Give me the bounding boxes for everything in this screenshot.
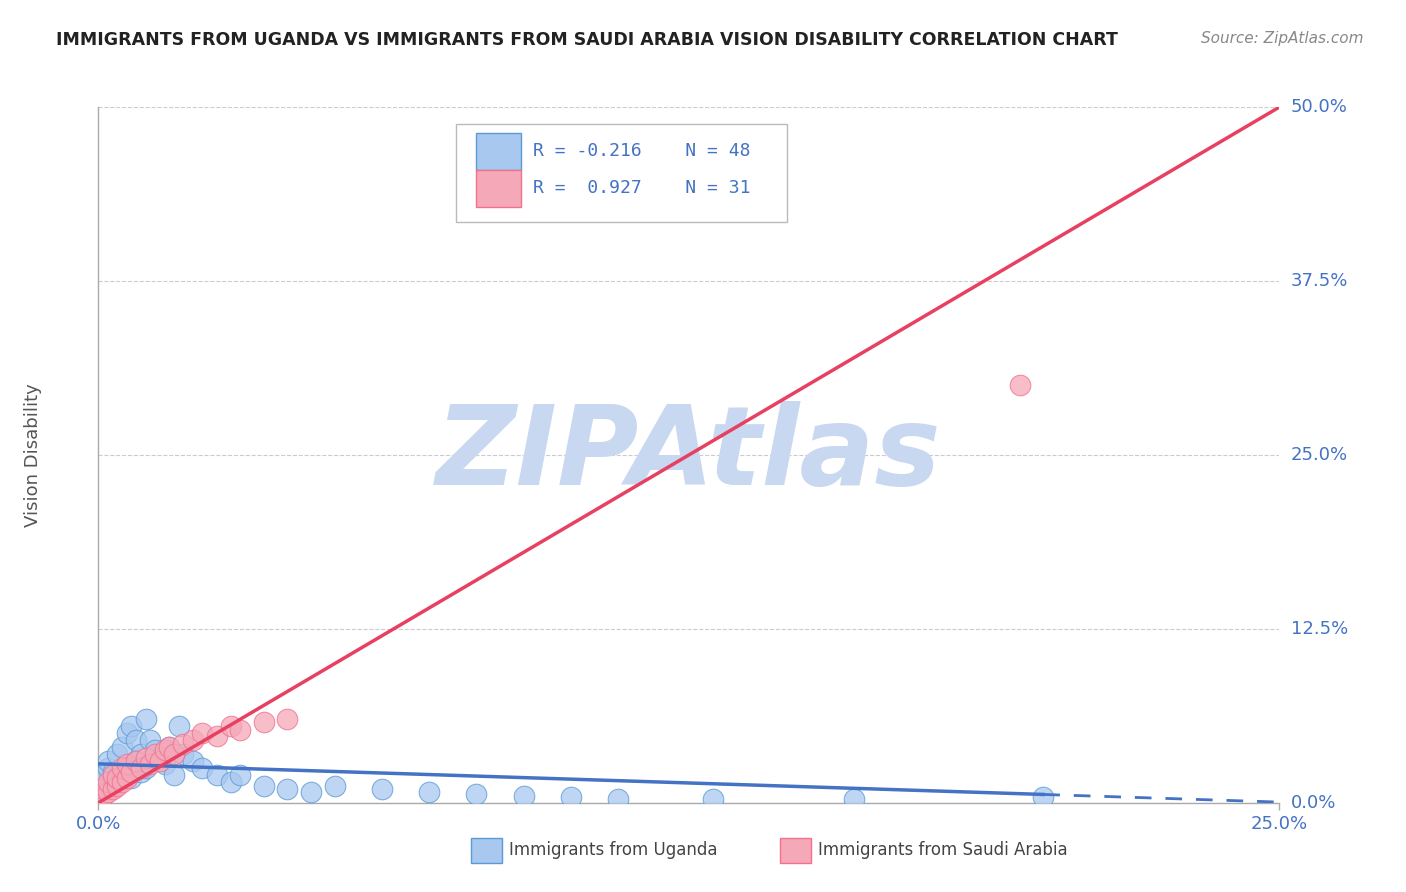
Point — [101, 768, 124, 782]
Point — [219, 719, 242, 733]
Text: R = -0.216    N = 48: R = -0.216 N = 48 — [533, 142, 751, 160]
Point — [167, 719, 190, 733]
Text: Vision Disability: Vision Disability — [24, 383, 42, 527]
Point — [276, 781, 298, 796]
Point — [157, 740, 180, 755]
Text: R =  0.927    N = 31: R = 0.927 N = 31 — [533, 179, 751, 197]
Point — [91, 768, 114, 782]
Point — [143, 743, 166, 757]
Point — [91, 789, 114, 803]
Point — [115, 761, 138, 775]
Point — [143, 747, 166, 761]
Point — [219, 775, 242, 789]
Point — [97, 785, 120, 799]
Point — [205, 729, 228, 743]
Point — [139, 733, 162, 747]
Point — [111, 775, 134, 789]
Point — [135, 761, 157, 775]
Point — [91, 775, 114, 789]
Point — [205, 768, 228, 782]
Text: 12.5%: 12.5% — [1291, 620, 1348, 638]
Point — [253, 715, 276, 730]
Point — [181, 754, 204, 768]
Point — [191, 761, 214, 775]
Point — [101, 779, 124, 793]
Point — [135, 712, 157, 726]
Point — [129, 765, 152, 780]
Point — [191, 726, 214, 740]
Point — [121, 765, 143, 780]
Point — [125, 733, 148, 747]
Point — [153, 756, 176, 771]
Point — [115, 756, 138, 771]
Point — [111, 761, 134, 775]
Point — [97, 781, 120, 796]
Point — [125, 754, 148, 768]
Point — [172, 747, 194, 761]
Text: 50.0%: 50.0% — [1291, 98, 1347, 116]
FancyBboxPatch shape — [477, 134, 522, 169]
Text: 0.0%: 0.0% — [1291, 794, 1336, 812]
Text: ZIPAtlas: ZIPAtlas — [436, 401, 942, 508]
Point — [97, 761, 120, 775]
Text: 25.0%: 25.0% — [1291, 446, 1348, 464]
Point — [105, 779, 128, 793]
Text: Immigrants from Saudi Arabia: Immigrants from Saudi Arabia — [818, 841, 1069, 859]
Point — [125, 754, 148, 768]
Point — [149, 751, 172, 765]
Point — [607, 791, 630, 805]
Point — [139, 756, 162, 771]
Text: Immigrants from Uganda: Immigrants from Uganda — [509, 841, 717, 859]
Point — [253, 779, 276, 793]
Point — [97, 754, 120, 768]
Point — [229, 723, 252, 738]
Point — [157, 740, 180, 755]
FancyBboxPatch shape — [457, 124, 787, 222]
Point — [702, 791, 724, 805]
Point — [111, 768, 134, 782]
Point — [229, 768, 252, 782]
Point — [153, 743, 176, 757]
Point — [844, 791, 866, 805]
Point — [323, 779, 346, 793]
Point — [121, 719, 143, 733]
Text: IMMIGRANTS FROM UGANDA VS IMMIGRANTS FROM SAUDI ARABIA VISION DISABILITY CORRELA: IMMIGRANTS FROM UGANDA VS IMMIGRANTS FRO… — [56, 31, 1118, 49]
Point — [1032, 790, 1054, 805]
Point — [512, 789, 534, 803]
Point — [276, 712, 298, 726]
Text: Source: ZipAtlas.com: Source: ZipAtlas.com — [1201, 31, 1364, 46]
Point — [97, 775, 120, 789]
Point — [1008, 378, 1031, 392]
Point — [181, 733, 204, 747]
Point — [105, 775, 128, 789]
Point — [560, 790, 582, 805]
Point — [299, 785, 322, 799]
Point — [91, 781, 114, 796]
Point — [172, 737, 194, 751]
Point — [371, 781, 394, 796]
Text: 37.5%: 37.5% — [1291, 272, 1348, 290]
Point — [129, 761, 152, 775]
Point — [121, 771, 143, 785]
Point — [111, 740, 134, 755]
Point — [101, 771, 124, 785]
Point — [135, 751, 157, 765]
Point — [418, 785, 440, 799]
Point — [101, 781, 124, 796]
Point — [105, 747, 128, 761]
Point — [101, 765, 124, 780]
Point — [115, 726, 138, 740]
Point — [105, 771, 128, 785]
Point — [163, 747, 186, 761]
Point — [149, 754, 172, 768]
Point — [163, 768, 186, 782]
Point — [129, 747, 152, 761]
Point — [465, 788, 488, 802]
FancyBboxPatch shape — [477, 170, 522, 207]
Point — [115, 771, 138, 785]
